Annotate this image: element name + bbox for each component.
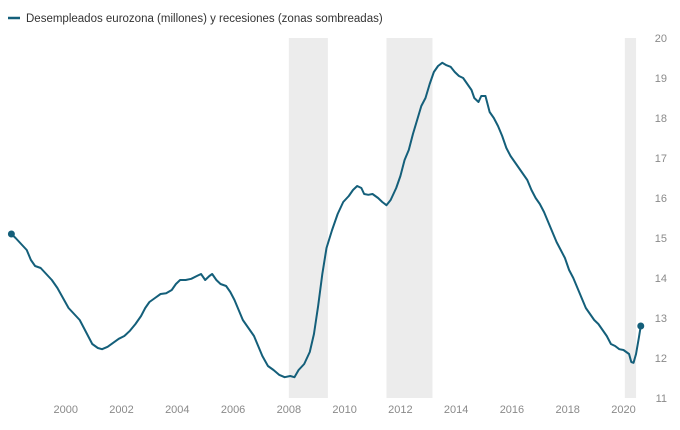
x-tick-label-2002: 2002 [109,404,133,416]
x-tick-label-2006: 2006 [221,404,245,416]
y-axis: 11 12 13 14 15 16 17 18 19 20 [655,33,667,405]
y-tick-label-16: 16 [655,193,667,205]
series-end-point [637,322,645,330]
y-tick-label-18: 18 [655,113,667,125]
x-tick-label-2016: 2016 [500,404,524,416]
x-tick-label-2000: 2000 [54,404,78,416]
series-layer [7,61,645,379]
recession-band-1 [386,38,433,398]
x-axis: 2000 2002 2004 2006 2008 2010 2012 2014 2016 2018… [54,404,636,416]
x-tick-label-2014: 2014 [444,404,468,416]
chart-legend: Desempleados eurozona (millones) y reces… [8,13,383,25]
recession-band-2 [624,38,637,398]
series-start-point [7,230,15,238]
recession-bands [288,38,637,398]
x-tick-label-2012: 2012 [388,404,412,416]
y-tick-label-20: 20 [655,33,667,45]
y-tick-label-11: 11 [656,393,667,405]
x-tick-label-2020: 2020 [611,404,635,416]
series-line-0 [10,61,642,379]
y-tick-label-19: 19 [655,73,667,85]
y-tick-label-13: 13 [655,313,667,325]
x-tick-label-2004: 2004 [165,404,189,416]
x-tick-label-2008: 2008 [277,404,301,416]
y-tick-label-12: 12 [655,353,667,365]
x-tick-label-2010: 2010 [332,404,356,416]
y-tick-label-14: 14 [655,273,667,285]
legend-label: Desempleados eurozona (millones) y reces… [26,13,383,25]
x-tick-label-2018: 2018 [555,404,579,416]
y-tick-label-17: 17 [655,153,667,165]
recession-band-0 [288,38,328,398]
y-tick-label-15: 15 [655,233,667,245]
